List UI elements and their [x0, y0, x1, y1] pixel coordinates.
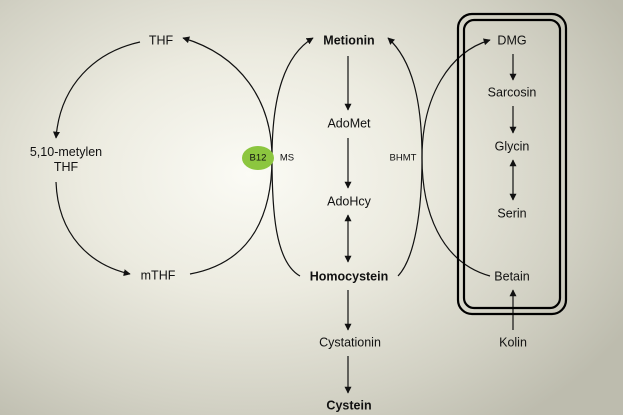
- node-methylene-thf: 5,10-metylen THF: [21, 145, 111, 175]
- node-cystein: Cystein: [326, 398, 372, 413]
- node-sarcosin: Sarcosin: [487, 85, 537, 100]
- enzyme-ms: MS: [279, 152, 295, 164]
- group-box-outer: [456, 12, 568, 316]
- node-serin: Serin: [497, 206, 527, 221]
- node-adohcy: AdoHcy: [327, 194, 371, 209]
- node-methylene-thf-line1: 5,10-metylen: [29, 145, 103, 159]
- node-methylene-thf-line2: THF: [53, 160, 79, 174]
- node-mthf: mTHF: [140, 268, 176, 283]
- enzyme-bhmt: BHMT: [389, 152, 417, 164]
- arc-methylene-thf-to-mthf: [55, 181, 131, 277]
- node-cystationin: Cystationin: [319, 335, 381, 350]
- node-betain: Betain: [494, 269, 530, 284]
- node-kolin: Kolin: [499, 335, 527, 350]
- node-metionin: Metionin: [323, 33, 375, 48]
- node-dmg: DMG: [497, 33, 527, 48]
- node-thf: THF: [148, 33, 174, 48]
- arc-betain-to-dmg: [421, 38, 491, 277]
- group-box-inner: [462, 18, 562, 310]
- b12-badge: [242, 146, 274, 170]
- enzyme-b12: B12: [249, 152, 267, 164]
- node-adomet: AdoMet: [327, 116, 371, 131]
- node-homocystein: Homocystein: [309, 269, 389, 284]
- arc-thf-to-methylene-thf: [52, 41, 141, 139]
- node-glycin: Glycin: [494, 139, 530, 154]
